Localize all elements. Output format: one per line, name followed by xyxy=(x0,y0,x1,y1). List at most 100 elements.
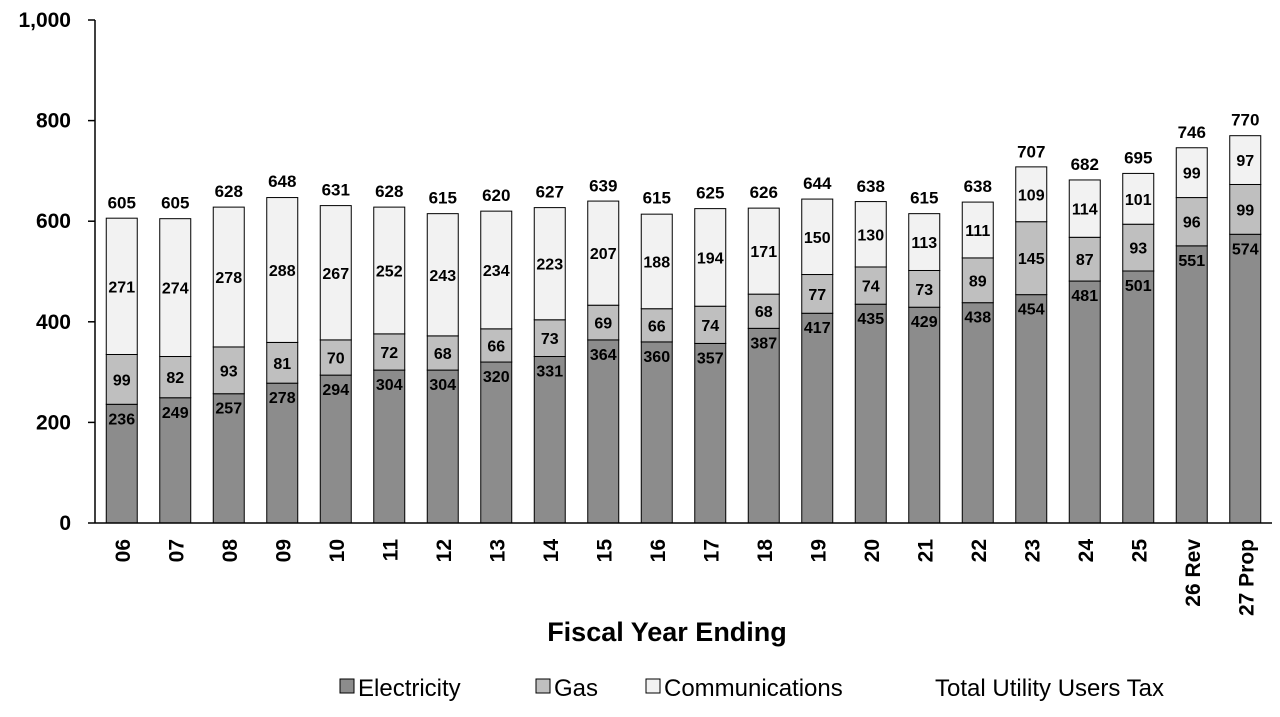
total-label: 648 xyxy=(268,172,296,191)
bar-segment-electricity xyxy=(961,302,994,524)
bar-group: 331 73 223 627 xyxy=(533,183,566,524)
bar-segment-gas xyxy=(1015,221,1048,296)
data-label-gas: 69 xyxy=(594,316,612,333)
x-tick-label: 19 xyxy=(807,539,830,562)
total-label: 628 xyxy=(375,182,403,201)
data-label-communications: 278 xyxy=(215,270,242,287)
data-label-gas: 74 xyxy=(862,279,880,296)
data-label-electricity: 438 xyxy=(964,310,991,327)
bar-group: 481 87 114 682 xyxy=(1068,155,1101,524)
bar-segment-communications xyxy=(105,217,138,355)
data-label-gas: 73 xyxy=(541,331,559,348)
data-label-gas: 70 xyxy=(327,351,345,368)
x-tick-label: 17 xyxy=(700,539,723,562)
x-tick-label: 14 xyxy=(540,539,563,563)
bar-segment-communications xyxy=(694,208,727,307)
y-tick-label: 1,000 xyxy=(18,9,71,32)
y-tick-label: 600 xyxy=(36,210,71,233)
bar-segment-electricity xyxy=(694,342,727,524)
bar-segment-gas xyxy=(908,269,941,308)
bar-segment-gas xyxy=(533,319,566,358)
bar-group: 501 93 101 695 xyxy=(1122,148,1155,524)
bar-segment-electricity xyxy=(1068,280,1101,524)
total-label: 615 xyxy=(910,189,938,208)
bar-segment-communications xyxy=(1068,179,1101,238)
data-label-gas: 93 xyxy=(1129,241,1147,258)
bar-segment-gas xyxy=(212,346,245,395)
total-label: 605 xyxy=(161,194,189,213)
bar-segment-electricity xyxy=(480,361,513,524)
bar-segment-electricity xyxy=(801,312,834,524)
data-label-gas: 77 xyxy=(808,287,826,304)
x-axis: 06 07 08 09 10 11 12 13 14 15 16 17 18 19 20 21 22 23 24 25… xyxy=(95,522,1272,616)
legend-item-communications: Communications xyxy=(645,675,843,702)
bar-segment-electricity xyxy=(373,369,406,524)
bar-segment-gas xyxy=(640,308,673,343)
legend-swatch xyxy=(535,678,551,694)
x-tick-label: 24 xyxy=(1075,539,1098,563)
data-label-communications: 234 xyxy=(483,263,510,280)
data-label-communications: 113 xyxy=(911,235,937,252)
y-tick-label: 400 xyxy=(36,311,71,334)
data-label-gas: 82 xyxy=(166,370,184,387)
x-tick-label: 10 xyxy=(326,539,349,562)
bar-segment-gas xyxy=(319,339,352,376)
bar-group: 435 74 130 638 xyxy=(854,177,887,524)
data-label-gas: 93 xyxy=(220,363,238,380)
bar-segment-communications xyxy=(533,207,566,321)
data-label-gas: 99 xyxy=(1236,202,1254,219)
bar-segment-gas xyxy=(426,335,459,371)
data-label-gas: 145 xyxy=(1018,251,1045,268)
bar-segment-electricity xyxy=(640,341,673,524)
data-label-communications: 171 xyxy=(750,244,777,261)
bar-segment-communications xyxy=(1015,166,1048,223)
data-label-communications: 109 xyxy=(1018,187,1045,204)
bar-segment-electricity xyxy=(1122,270,1155,524)
data-label-electricity: 249 xyxy=(162,405,189,422)
data-label-gas: 96 xyxy=(1183,215,1201,232)
bar-segment-electricity xyxy=(908,306,941,524)
bar-group: 236 99 271 605 xyxy=(105,194,138,524)
bar-segment-electricity xyxy=(533,356,566,524)
bar-segment-communications xyxy=(319,205,352,341)
data-label-gas: 72 xyxy=(380,345,398,362)
bars: 236 99 271 605 249 82 274 605 257 93 278 628 278 81 28… xyxy=(105,111,1262,524)
bar-segment-electricity xyxy=(854,303,887,524)
total-label: 746 xyxy=(1178,123,1206,142)
data-label-electricity: 236 xyxy=(108,411,135,428)
data-label-communications: 97 xyxy=(1236,153,1254,170)
data-label-electricity: 304 xyxy=(376,377,403,394)
bar-segment-communications xyxy=(1175,147,1208,199)
x-tick-label: 12 xyxy=(433,539,456,562)
data-label-electricity: 417 xyxy=(804,320,831,337)
data-label-electricity: 360 xyxy=(643,349,670,366)
bar-segment-gas xyxy=(373,333,406,371)
bar-group: 417 77 150 644 xyxy=(801,174,834,524)
total-label: 644 xyxy=(803,174,832,193)
data-label-electricity: 574 xyxy=(1232,241,1259,258)
bar-segment-electricity xyxy=(266,382,299,524)
bar-segment-communications xyxy=(587,200,620,306)
bar-segment-communications xyxy=(1229,135,1262,185)
data-label-communications: 267 xyxy=(322,266,349,283)
bar-segment-electricity xyxy=(159,397,192,524)
bar-group: 357 74 194 625 xyxy=(694,184,727,524)
x-axis-title: Fiscal Year Ending xyxy=(547,617,787,647)
legend-item-gas: Gas xyxy=(535,675,598,702)
bar-segment-gas xyxy=(854,266,887,305)
bar-segment-gas xyxy=(1122,223,1155,272)
data-label-electricity: 357 xyxy=(697,350,724,367)
data-label-electricity: 551 xyxy=(1178,253,1205,270)
total-label: 707 xyxy=(1017,142,1045,161)
bar-segment-communications xyxy=(908,213,941,271)
bar-segment-electricity xyxy=(1015,294,1048,524)
bar-group: 320 66 234 620 xyxy=(480,186,513,524)
data-label-gas: 66 xyxy=(487,338,505,355)
data-label-electricity: 435 xyxy=(857,311,884,328)
legend-item-total: Total Utility Users Tax xyxy=(935,675,1164,702)
x-tick-label: 16 xyxy=(647,539,670,562)
bar-group: 454 145 109 707 xyxy=(1015,142,1048,524)
data-label-communications: 130 xyxy=(857,227,884,244)
data-label-communications: 99 xyxy=(1183,166,1201,183)
x-tick-label: 23 xyxy=(1021,539,1044,562)
